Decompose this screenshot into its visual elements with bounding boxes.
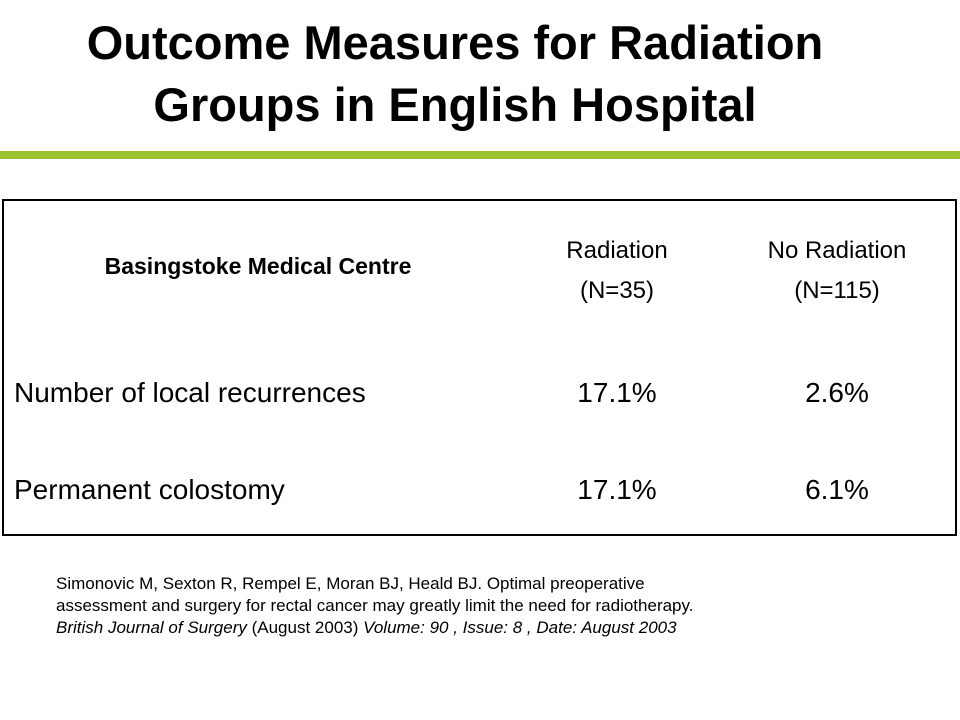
slide-title: Outcome Measures for Radiation Groups in… [0,12,910,136]
citation-line-1: Simonovic M, Sexton R, Rempel E, Moran B… [56,574,645,593]
accent-divider [0,151,960,159]
slide-title-line-2: Groups in English Hospital [153,78,757,131]
row-label-local-recurrences: Number of local recurrences [14,377,366,408]
citation-date: (August 2003) [246,618,364,637]
table-header-center-name: Basingstoke Medical Centre [104,253,412,279]
row-value-colostomy-radiation: 17.1% [577,474,657,505]
table-header-no-radiation-label: No Radiation [767,237,907,264]
table-header-radiation-label: Radiation [566,237,668,264]
table-header-no-radiation-n: (N=115) [794,277,880,304]
table-header-radiation-n: (N=35) [579,277,655,304]
citation-details: Volume: 90 , Issue: 8 , Date: August 200… [363,618,677,637]
row-label-permanent-colostomy: Permanent colostomy [14,474,285,505]
reference-citation: Simonovic M, Sexton R, Rempel E, Moran B… [56,573,936,639]
row-value-local-recurrences-radiation: 17.1% [577,377,657,408]
citation-journal: British Journal of Surgery [56,618,247,637]
citation-line-2: assessment and surgery for rectal cancer… [56,596,694,615]
slide-title-line-1: Outcome Measures for Radiation [86,16,824,69]
table-header-radiation: Radiation (N=35) [522,231,712,311]
citation-line-3: British Journal of Surgery (August 2003)… [56,617,936,639]
row-value-colostomy-no-radiation: 6.1% [805,474,869,505]
row-value-local-recurrences-no-radiation: 2.6% [805,377,869,408]
outcome-table: Basingstoke Medical Centre Radiation (N=… [2,199,957,536]
table-header-no-radiation: No Radiation (N=115) [726,231,948,311]
